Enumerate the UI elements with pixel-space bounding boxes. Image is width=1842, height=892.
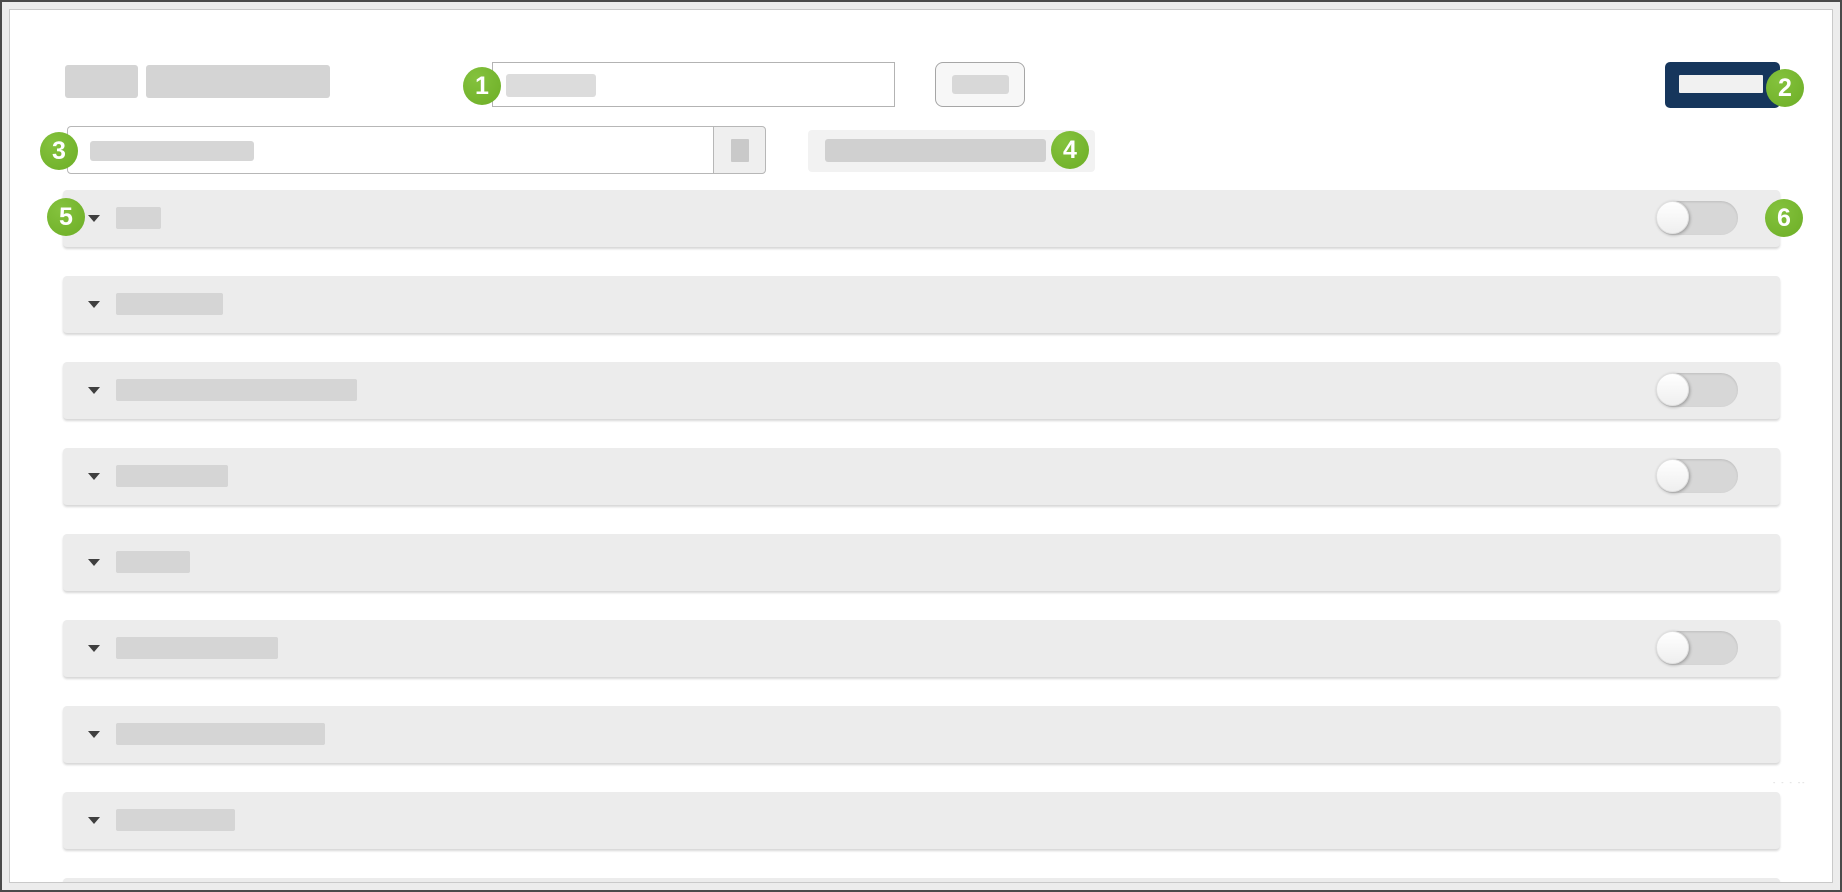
primary-button-label-placeholder — [1679, 75, 1763, 93]
caret-down-icon — [88, 473, 100, 480]
search-button[interactable] — [713, 126, 766, 174]
toggle-knob — [1656, 631, 1689, 664]
page-canvas: - - - -- 1 2 3 4 5 6 — [9, 9, 1833, 883]
search-input[interactable] — [67, 126, 714, 174]
secondary-button[interactable] — [935, 62, 1025, 107]
accordion-row[interactable] — [63, 448, 1780, 505]
toggle-switch[interactable] — [1656, 201, 1738, 235]
page-title-placeholder — [146, 65, 330, 98]
caret-down-icon — [88, 387, 100, 394]
accordion-row[interactable] — [63, 190, 1780, 247]
accordion-row[interactable] — [63, 620, 1780, 677]
caret-down-icon — [88, 645, 100, 652]
toggle-switch[interactable] — [1656, 373, 1738, 407]
annotation-badge-2: 2 — [1766, 69, 1804, 107]
row-title-placeholder — [116, 723, 325, 745]
row-title-placeholder — [116, 809, 235, 831]
toggle-knob — [1656, 201, 1689, 234]
toggle-knob — [1656, 459, 1689, 492]
search-input-skeleton-text — [90, 141, 254, 161]
caret-down-icon — [88, 301, 100, 308]
toggle-knob — [1656, 373, 1689, 406]
accordion-row[interactable] — [63, 534, 1780, 591]
logo-placeholder — [65, 65, 138, 98]
toggle-switch[interactable] — [1656, 631, 1738, 665]
row-title-placeholder — [116, 379, 357, 401]
row-title-placeholder — [116, 465, 228, 487]
accordion-row[interactable] — [63, 878, 1780, 882]
annotation-badge-1: 1 — [463, 67, 501, 105]
filter-label-block — [808, 130, 1095, 172]
annotation-badge-3: 3 — [40, 132, 78, 170]
annotation-badge-5: 5 — [47, 198, 85, 236]
title-input-skeleton-text — [506, 74, 596, 97]
caret-down-icon — [88, 215, 100, 222]
accordion-row[interactable] — [63, 792, 1780, 849]
title-input[interactable] — [492, 62, 895, 107]
filter-label-placeholder — [825, 139, 1046, 162]
accordion-row[interactable] — [63, 276, 1780, 333]
toggle-switch[interactable] — [1656, 459, 1738, 493]
caret-down-icon — [88, 817, 100, 824]
accordion-row[interactable] — [63, 706, 1780, 763]
row-title-placeholder — [116, 293, 223, 315]
row-title-placeholder — [116, 207, 161, 229]
caret-down-icon — [88, 559, 100, 566]
row-title-placeholder — [116, 551, 190, 573]
secondary-button-label-placeholder — [952, 75, 1009, 94]
search-icon — [731, 139, 749, 162]
accordion-row[interactable] — [63, 362, 1780, 419]
caret-down-icon — [88, 731, 100, 738]
row-title-placeholder — [116, 637, 278, 659]
primary-action-button[interactable] — [1665, 62, 1780, 108]
annotation-badge-4: 4 — [1051, 131, 1089, 169]
faint-artifact-text: - - - -- — [1773, 780, 1807, 787]
annotation-badge-6: 6 — [1765, 199, 1803, 237]
